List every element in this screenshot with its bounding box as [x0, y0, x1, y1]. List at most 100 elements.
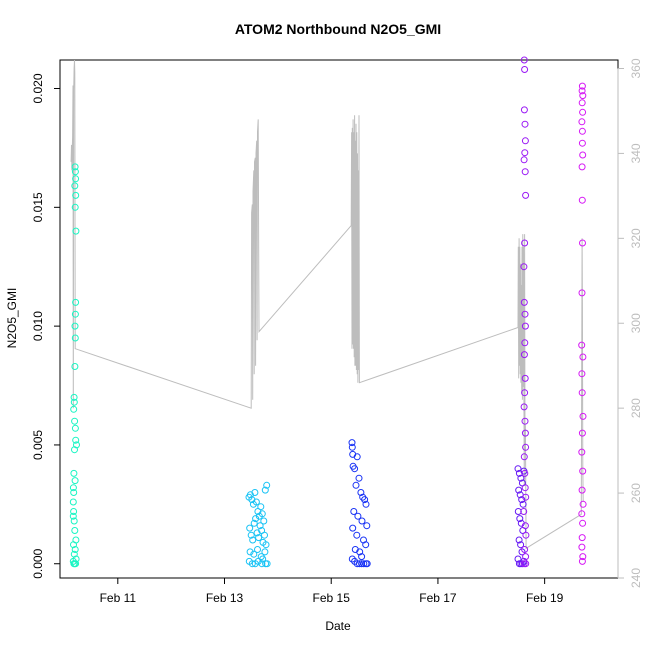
data-point: [71, 334, 79, 342]
y-tick-label: 0.010: [31, 311, 45, 341]
data-point: [521, 322, 529, 330]
data-point: [352, 481, 360, 489]
data-point: [514, 508, 522, 515]
data-point: [520, 508, 528, 515]
data-point: [353, 453, 361, 461]
data-point: [521, 168, 529, 176]
data-point: [348, 439, 356, 447]
data-point: [521, 120, 529, 128]
series-5: [520, 56, 530, 568]
y2-tick-label: 300: [629, 313, 643, 333]
data-point: [71, 546, 79, 553]
data-point: [349, 524, 357, 532]
data-point: [578, 139, 586, 147]
data-point: [362, 500, 370, 508]
scatter-series: [69, 56, 587, 568]
y2-tick-label: 280: [629, 398, 643, 418]
data-point: [521, 149, 529, 157]
data-point: [361, 496, 369, 504]
data-point: [353, 531, 361, 539]
data-point: [348, 443, 356, 451]
data-point: [516, 515, 524, 523]
data-point: [358, 553, 366, 561]
data-point: [71, 168, 79, 176]
x-axis-label: Date: [325, 619, 351, 633]
data-point: [246, 548, 254, 556]
data-point: [71, 322, 79, 330]
data-point: [522, 191, 530, 199]
data-point: [255, 534, 263, 542]
data-point: [517, 474, 525, 482]
data-point: [578, 196, 586, 204]
data-point: [72, 175, 80, 183]
data-point: [261, 531, 268, 539]
data-point: [356, 548, 364, 556]
y-tick-label: 0.015: [31, 192, 45, 222]
data-point: [261, 486, 269, 494]
data-point: [357, 489, 365, 496]
data-point: [259, 555, 267, 563]
data-point: [72, 191, 80, 199]
y2-tick-label: 260: [629, 483, 643, 503]
series-2: [245, 481, 271, 568]
secondary-line: [70, 59, 584, 550]
data-point: [71, 527, 79, 534]
data-point: [578, 429, 586, 437]
data-point: [578, 289, 586, 297]
data-point: [353, 560, 361, 568]
x-tick-label: Feb 11: [100, 591, 137, 605]
data-point: [578, 486, 586, 494]
data-point: [260, 517, 268, 525]
data-point: [70, 541, 77, 549]
data-point: [520, 351, 528, 359]
y-tick-label: 0.005: [31, 430, 45, 460]
data-point: [72, 560, 80, 568]
data-point: [355, 474, 363, 482]
secondary-line-series: [70, 59, 584, 550]
data-point: [355, 560, 363, 568]
data-point: [579, 151, 587, 159]
data-point: [246, 524, 254, 532]
data-point: [578, 118, 586, 126]
data-point: [578, 99, 586, 107]
data-point: [252, 515, 260, 523]
data-point: [252, 498, 260, 506]
data-point: [70, 469, 78, 477]
secondary-y-axis: 240 260 280 300 320 340 360: [617, 58, 643, 588]
data-point: [579, 467, 587, 475]
data-point: [514, 465, 522, 473]
plot-area: [59, 59, 619, 579]
data-point: [257, 503, 265, 511]
data-point: [363, 560, 371, 568]
data-point: [578, 510, 586, 518]
data-point: [521, 522, 529, 530]
y2-tick-label: 320: [629, 228, 643, 248]
data-point: [354, 512, 362, 520]
data-point: [579, 353, 587, 361]
x-tick-label: Feb 19: [526, 591, 564, 605]
y-axis-label: N2O5_GMI: [5, 288, 19, 349]
series-4: [514, 465, 528, 568]
data-point: [578, 82, 586, 90]
data-point: [250, 550, 258, 558]
series-1: [69, 163, 80, 568]
data-point: [360, 560, 368, 568]
data-point: [69, 512, 77, 520]
y-axis: 0.000 0.005 0.010 0.015 0.020: [31, 73, 61, 579]
data-point: [251, 489, 259, 496]
data-point: [348, 555, 356, 563]
data-point: [70, 393, 78, 401]
data-point: [578, 543, 586, 551]
data-point: [578, 389, 586, 397]
data-point: [521, 417, 529, 425]
data-point: [262, 541, 270, 549]
data-point: [521, 339, 529, 347]
y-tick-label: 0.000: [31, 548, 45, 578]
x-axis: Feb 11 Feb 13 Feb 15 Feb 17 Feb 19: [100, 577, 564, 605]
data-point: [71, 424, 79, 432]
data-point: [578, 127, 586, 135]
data-point: [350, 508, 358, 515]
y2-tick-label: 340: [629, 143, 643, 163]
data-point: [70, 550, 78, 558]
data-point: [522, 493, 530, 501]
